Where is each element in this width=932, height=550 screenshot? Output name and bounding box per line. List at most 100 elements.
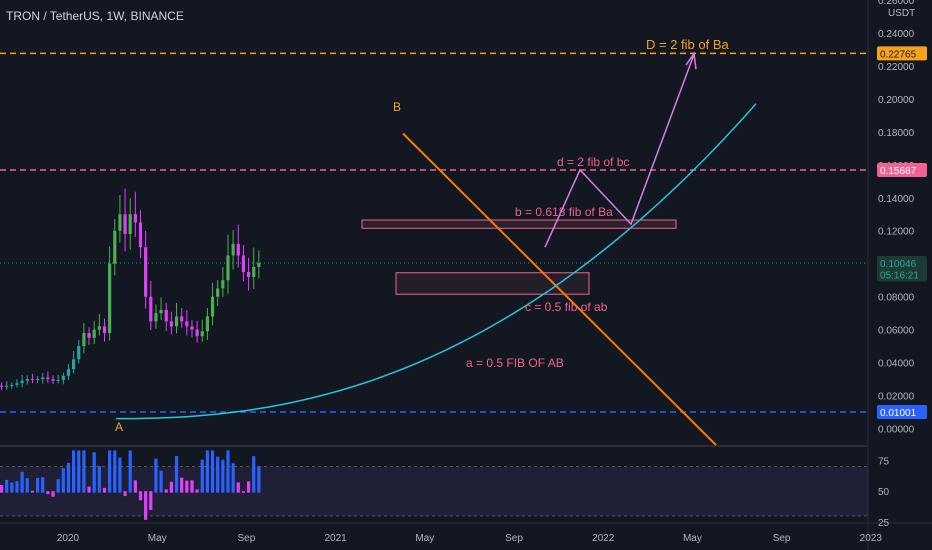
rsi-bar <box>66 462 71 493</box>
rsi-bar <box>210 450 215 493</box>
price-badge-text: 0.15687 <box>880 166 917 177</box>
rsi-bar <box>252 456 256 493</box>
candle-body <box>128 214 132 235</box>
rsi-bar <box>10 482 14 493</box>
price-badge-text: 0.01001 <box>880 408 917 419</box>
annotation-label: c = 0.5 fib of ab <box>525 300 608 314</box>
candle-body <box>169 321 173 327</box>
rsi-bar <box>216 456 220 493</box>
rsi-bar <box>195 489 199 493</box>
annotation-label: B <box>393 100 401 114</box>
candle-body <box>102 326 107 333</box>
price-axis: 0.260000.240000.220000.200000.180000.160… <box>877 0 927 529</box>
price-tick-label: 0.18000 <box>878 128 915 139</box>
candle-body <box>82 332 86 347</box>
projection-path <box>544 54 695 248</box>
time-tick-label: Sep <box>505 533 523 544</box>
price-badge-bg <box>877 267 927 282</box>
candle-body <box>72 359 76 370</box>
rsi-tick-label: 50 <box>878 487 890 498</box>
candle-body <box>41 377 45 380</box>
candle-body <box>66 369 71 376</box>
rsi-bar <box>246 481 251 493</box>
candle-body <box>118 214 122 231</box>
price-tick-label: 0.14000 <box>878 194 915 205</box>
annotations: D = 2 fib of Ba Bd = 2 fib of bc b = 0.618… <box>115 37 730 434</box>
unit-label: USDT <box>888 8 915 19</box>
price-badge-text: 05:16:21 <box>880 270 919 281</box>
drawings <box>0 51 868 446</box>
price-tick-label: 0.12000 <box>878 227 915 238</box>
rsi-bar <box>169 481 173 493</box>
candle-body <box>252 267 256 277</box>
candle-body <box>35 379 40 381</box>
rsi-bar <box>30 490 35 493</box>
rsi-bar <box>72 450 76 493</box>
candle-body <box>87 332 91 338</box>
candle-body <box>92 329 96 338</box>
candle-body <box>190 326 194 330</box>
rsi-bar <box>154 458 158 493</box>
candle-body <box>51 379 55 381</box>
downtrend-line <box>402 132 717 446</box>
rsi-bar <box>56 479 60 493</box>
price-tick-label: 0.04000 <box>878 359 915 370</box>
projection-arrow <box>685 51 697 70</box>
rsi-bar <box>25 478 29 493</box>
time-tick-label: 2021 <box>324 533 347 544</box>
candle-body <box>30 379 35 381</box>
candles <box>0 188 261 391</box>
support-curve <box>116 103 757 420</box>
rsi-bar <box>46 491 50 495</box>
rsi-bar <box>77 450 81 493</box>
time-tick-label: 2020 <box>57 533 80 544</box>
annotation-label: d = 2 fib of bc <box>557 155 629 169</box>
candle-body <box>226 255 230 281</box>
price-tick-label: 0.22000 <box>878 62 915 73</box>
rsi-bar <box>51 491 55 497</box>
rsi-bar <box>133 480 137 493</box>
rsi-bar <box>138 491 143 501</box>
rsi-bars <box>0 450 261 520</box>
candle-body <box>15 383 19 385</box>
candle-body <box>5 385 9 387</box>
price-badge-bg <box>877 162 927 177</box>
price-badge-bg <box>877 405 927 420</box>
candle-body <box>221 280 225 289</box>
rsi-bar <box>123 491 127 497</box>
rsi-bar <box>185 480 189 493</box>
rsi-bar <box>190 480 194 493</box>
candle-body <box>77 346 81 360</box>
zone-box-c <box>395 272 590 295</box>
time-tick-label: 2022 <box>592 533 615 544</box>
candle-body <box>154 313 158 322</box>
candle-body <box>56 379 60 381</box>
candle-body <box>133 214 137 223</box>
rsi-bar <box>236 482 240 493</box>
candle-body <box>10 384 14 386</box>
rsi-bar <box>226 450 230 493</box>
rsi-bar <box>61 468 65 493</box>
candle-body <box>20 380 24 384</box>
candle-body <box>185 321 189 327</box>
rsi-bar <box>20 471 24 493</box>
time-tick-label: Sep <box>238 533 256 544</box>
candle-body <box>246 271 251 277</box>
candle-body <box>123 214 127 235</box>
candle-body <box>113 230 117 264</box>
time-tick-label: May <box>415 533 434 544</box>
rsi-bar <box>149 491 153 510</box>
time-tick-label: Sep <box>773 533 791 544</box>
price-tick-label: 0.08000 <box>878 293 915 304</box>
rsi-bar <box>102 487 107 493</box>
rsi-bar <box>180 477 184 493</box>
price-badge-bg <box>877 46 927 61</box>
rsi-bar <box>5 479 9 493</box>
candle-body <box>216 288 220 297</box>
time-tick-label: May <box>683 533 702 544</box>
candle-body <box>180 316 184 322</box>
price-tick-label: 0.24000 <box>878 29 915 40</box>
time-axis: 2020 May Sep 2021 May Sep 2022 May Sep 2023 <box>57 533 882 544</box>
